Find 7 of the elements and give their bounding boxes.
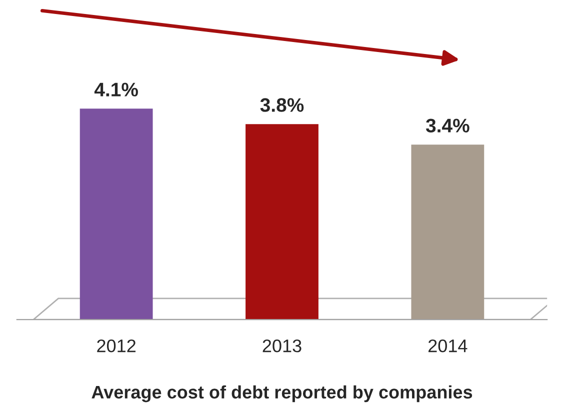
data-label: 4.1% (94, 82, 138, 96)
x-tick-label: 2013 (262, 339, 302, 352)
x-tick-label: 2012 (97, 339, 136, 352)
data-label: 3.4% (426, 118, 470, 133)
data-label: 3.8% (260, 98, 304, 112)
x-tick-label: 2014 (428, 339, 468, 352)
text: Average cost of debt reported by companies (92, 385, 472, 402)
